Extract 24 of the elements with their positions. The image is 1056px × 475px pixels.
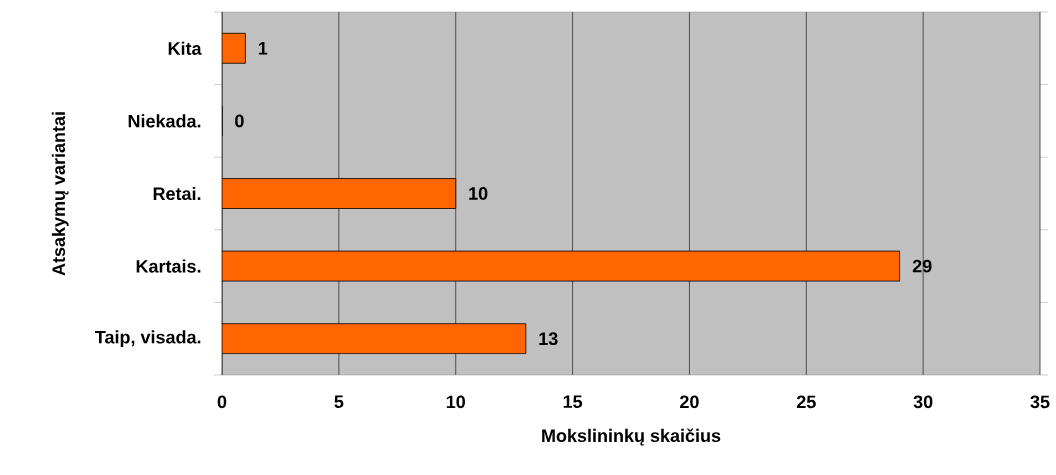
x-tick-label: 35 (1030, 395, 1050, 409)
bar (222, 250, 901, 282)
bar (222, 178, 457, 209)
x-tick-label: 0 (217, 395, 227, 409)
data-label: 10 (469, 187, 488, 200)
x-tick-label: 15 (563, 395, 583, 409)
data-label: 29 (912, 259, 932, 273)
bar (222, 32, 246, 64)
x-tick-label: 5 (334, 395, 344, 409)
data-label: 0 (235, 114, 244, 128)
y-axis-title: Atsakymų variantai (51, 112, 69, 276)
y-tick-label: Taip, visada. (95, 330, 201, 348)
y-tick-label: Retai. (153, 186, 201, 201)
y-tick-label: Niekada. (128, 114, 201, 128)
data-label: 1 (258, 42, 268, 55)
y-tick-label: Kartais. (136, 259, 201, 273)
x-tick-label: 20 (680, 395, 699, 409)
x-tick-label: 25 (796, 395, 816, 409)
bar (222, 323, 527, 355)
x-tick-label: 30 (913, 395, 933, 409)
x-tick-label: 10 (446, 395, 465, 409)
y-tick-label: Kita (168, 41, 202, 55)
data-label: 13 (539, 332, 558, 346)
x-axis-title: Mokslininkų skaičius (542, 428, 721, 446)
